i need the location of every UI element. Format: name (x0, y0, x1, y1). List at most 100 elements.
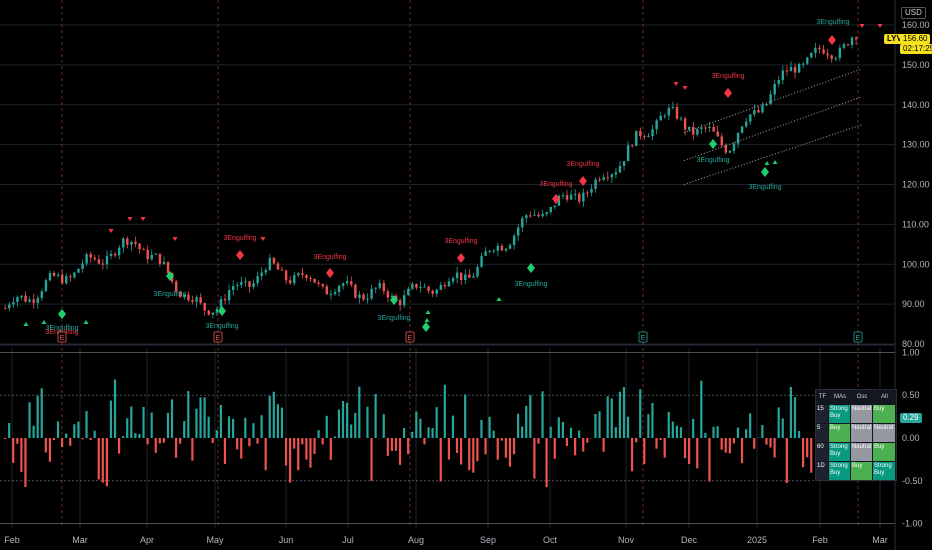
oscillator-bar (533, 438, 536, 479)
candle-body (390, 295, 394, 298)
bearish-triangle-marker (260, 237, 266, 241)
oscillator-bar (81, 438, 84, 440)
bullish-triangle-marker (772, 160, 778, 164)
candle-body (337, 285, 341, 293)
oscillator-bar (130, 406, 133, 438)
candle-body (195, 297, 198, 302)
oscillator-bar (394, 438, 398, 451)
candle-body (240, 281, 243, 285)
bearish-diamond-marker (457, 253, 465, 263)
candle-body (130, 241, 133, 245)
candle-body (77, 268, 80, 273)
candle-body (574, 193, 577, 195)
candle-body (309, 277, 312, 279)
candle-body (553, 205, 557, 208)
oscillator-bar (203, 397, 206, 438)
bearish-diamond-marker (552, 194, 560, 204)
candle-body (187, 294, 190, 301)
candle-body (427, 286, 430, 291)
ratings-value-cell: Buy (873, 404, 896, 423)
candle-body (244, 281, 247, 283)
candle-body (191, 300, 194, 302)
candle-body (614, 172, 618, 175)
candle-body (716, 131, 719, 137)
candle-body (586, 192, 589, 194)
oscillator-bar (480, 419, 483, 438)
oscillator-bar (154, 438, 157, 453)
oscillator-bar (777, 407, 780, 438)
candle-body (215, 308, 219, 313)
oscillator-bar (101, 438, 104, 483)
oscillator-bar (508, 438, 512, 467)
candle-body (736, 132, 740, 144)
oscillator-bar (500, 438, 503, 441)
oscillator-tick-label: -1.00 (902, 519, 923, 529)
oscillator-bar (663, 438, 666, 458)
candle-body (81, 263, 84, 269)
bullish-diamond-marker (709, 139, 717, 149)
candle-body (341, 283, 345, 286)
oscillator-bar (52, 438, 56, 441)
ratings-header-mas: MAs (834, 394, 846, 400)
candle-body (806, 57, 809, 64)
time-tick-label: Jul (342, 535, 354, 545)
candle-body (150, 254, 153, 260)
oscillator-bar (32, 425, 35, 438)
oscillator-bar (272, 391, 275, 438)
oscillator-bar (297, 438, 300, 471)
oscillator-value-badge: 0.29 (900, 413, 922, 423)
candle-body (667, 107, 671, 116)
candle-body (419, 286, 422, 288)
candle-body (517, 227, 520, 236)
oscillator-bar (692, 418, 695, 438)
candle-body (679, 118, 683, 120)
candle-body (142, 249, 145, 251)
oscillator-bar (374, 394, 377, 438)
candle-body (545, 212, 548, 214)
oscillator-bar (525, 405, 528, 438)
currency-label[interactable]: USD (901, 7, 926, 19)
candle-body (569, 194, 573, 200)
bearish-diamond-marker (236, 250, 244, 260)
candle-body (431, 290, 434, 294)
candle-body (826, 53, 829, 56)
candle-body (227, 290, 231, 301)
oscillator-bar (4, 438, 7, 439)
candle-body (651, 129, 654, 137)
candle-body (8, 304, 11, 309)
oscillator-bar (240, 438, 243, 459)
oscillator-bar (166, 412, 170, 438)
candle-body (500, 245, 504, 251)
bullish-triangle-marker (425, 310, 431, 314)
bullish-diamond-marker (422, 322, 430, 332)
oscillator-bar (602, 438, 605, 452)
candle-body (199, 297, 202, 303)
oscillator-bar (468, 438, 471, 471)
oscillator-bar (256, 438, 259, 444)
oscillator-bar (370, 438, 373, 481)
oscillator-bar (484, 438, 487, 455)
candle-body (492, 250, 495, 252)
price-tick-label: 120.00 (902, 180, 930, 190)
candle-body (769, 94, 772, 105)
oscillator-bar (512, 438, 516, 455)
oscillator-bar (700, 380, 703, 438)
bullish-triangle-marker (764, 161, 770, 165)
oscillator-bar (451, 415, 455, 438)
ratings-header-osc: Osc (856, 394, 868, 400)
candle-body (598, 179, 601, 181)
oscillator-bar (354, 413, 357, 438)
ratings-value-cell: Strong Buy (829, 404, 851, 423)
candle-body (797, 64, 801, 73)
oscillator-bar (179, 438, 182, 444)
candle-body (44, 280, 48, 292)
candle-body (671, 106, 675, 108)
oscillator-bar (732, 438, 735, 444)
oscillator-bar (545, 438, 548, 488)
candle-body (700, 127, 703, 130)
candle-body (460, 272, 463, 281)
oscillator-bar (679, 427, 683, 438)
oscillator-bar (61, 438, 64, 448)
candle-body (488, 250, 491, 252)
